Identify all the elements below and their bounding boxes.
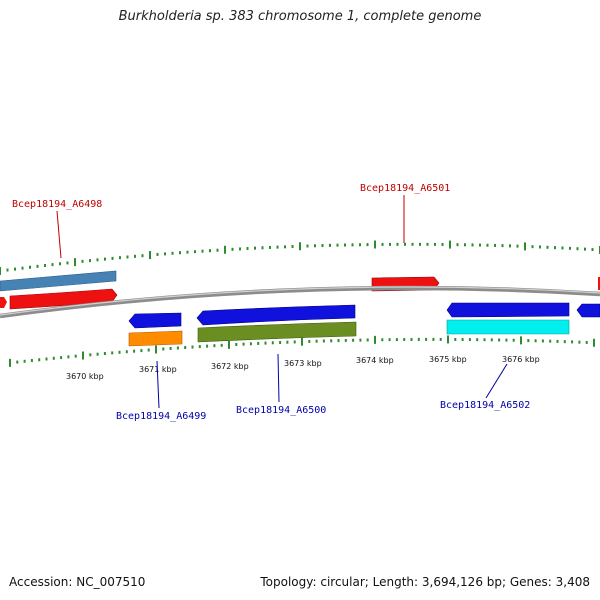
gene-arrow-olive[interactable]	[197, 321, 357, 343]
chromosome-backbone	[0, 285, 600, 319]
map-title: Burkholderia sp. 383 chromosome 1, compl…	[118, 9, 482, 24]
gene-arrow-red-left-stub[interactable]	[0, 297, 7, 308]
gene-label-a6499[interactable]: Bcep18194_A6499	[116, 411, 206, 422]
kbp-label-3674: 3674 kbp	[356, 356, 394, 365]
leader-line-a6498	[56, 210, 62, 259]
gene-label-a6501[interactable]: Bcep18194_A6501	[360, 183, 450, 194]
gene-label-a6498[interactable]: Bcep18194_A6498	[12, 199, 102, 210]
gene-arrow-blue-right-stub[interactable]	[576, 303, 600, 318]
kbp-label-3676: 3676 kbp	[502, 355, 540, 364]
accession-text: Accession: NC_007510	[9, 575, 146, 589]
gene-arrow-red-a6498[interactable]	[9, 288, 118, 310]
gene-arrow-cyan[interactable]	[446, 319, 570, 335]
inner-tick-marks	[9, 335, 595, 367]
leader-line-a6502	[485, 363, 508, 399]
genome-summary-text: Topology: circular; Length: 3,694,126 bp…	[260, 575, 590, 589]
kbp-label-3673: 3673 kbp	[284, 359, 322, 368]
gene-arrow-steelblue-left[interactable]	[0, 270, 117, 292]
gene-arrow-blue-a6499[interactable]	[128, 312, 182, 329]
gene-arrow-blue-a6502[interactable]	[446, 302, 570, 318]
gene-arrow-blue-a6500[interactable]	[196, 304, 356, 326]
gene-label-a6500[interactable]: Bcep18194_A6500	[236, 405, 326, 416]
kbp-label-3672: 3672 kbp	[211, 362, 249, 371]
leader-line-a6500	[277, 353, 280, 403]
leader-line-a6499	[156, 360, 160, 409]
chromosome-backbone-highlight	[0, 286, 600, 316]
gene-arrow-orange[interactable]	[128, 330, 183, 347]
gene-label-a6502[interactable]: Bcep18194_A6502	[440, 400, 530, 411]
outer-tick-marks	[0, 240, 600, 275]
kbp-label-3670: 3670 kbp	[66, 372, 104, 381]
kbp-label-3675: 3675 kbp	[429, 355, 467, 364]
